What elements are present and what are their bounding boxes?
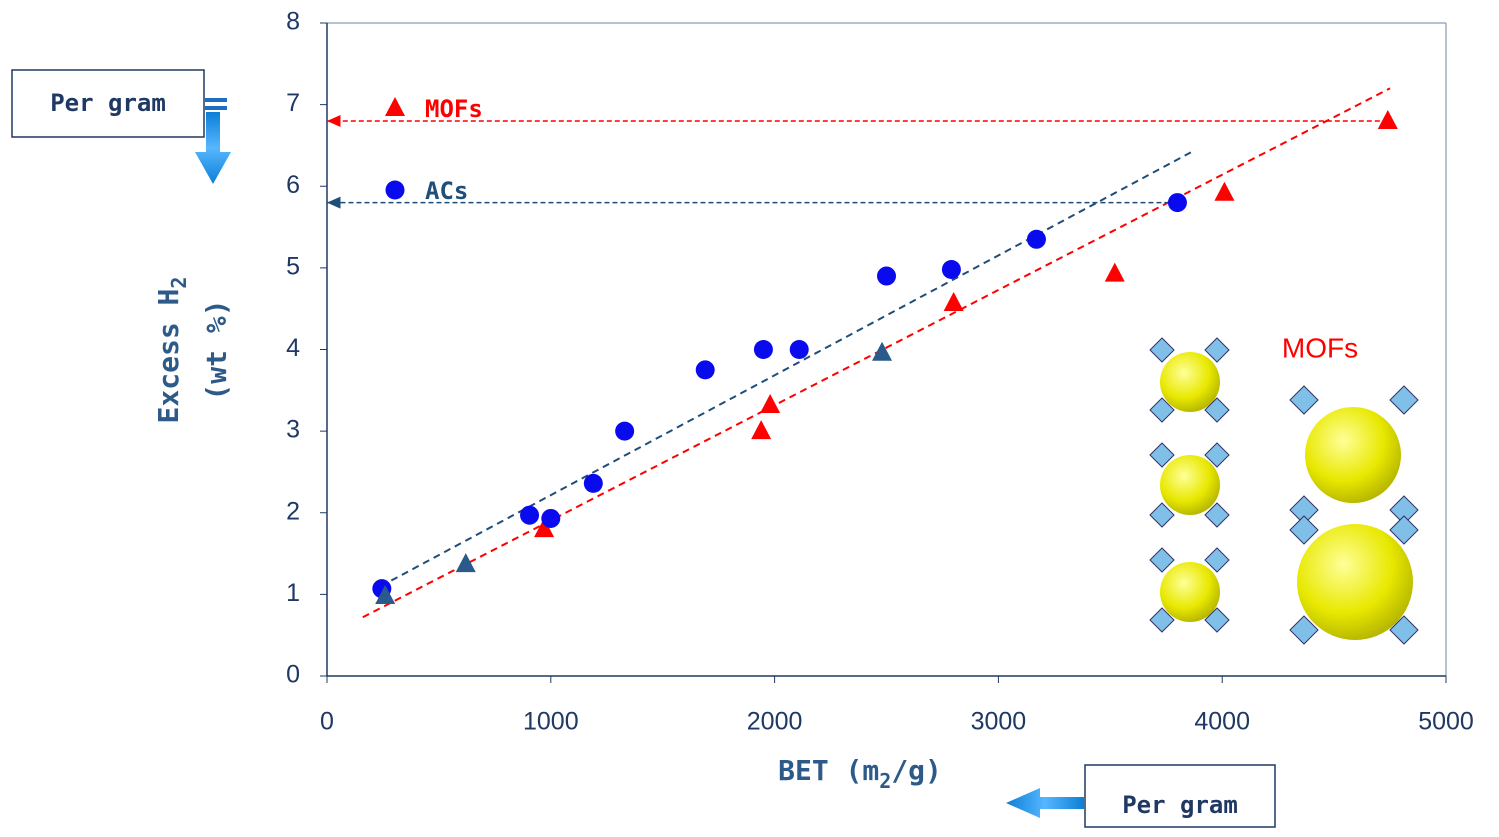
triangle-point [751, 420, 772, 440]
circle-point [1026, 229, 1046, 249]
triangle-point [1377, 109, 1398, 129]
y-tick-label: 1 [286, 579, 300, 607]
triangle-point [1104, 262, 1125, 282]
circle-point [941, 260, 961, 280]
y-tick-label: 5 [286, 252, 300, 280]
y-tick-label: 2 [286, 497, 300, 525]
x-label-sub: 2 [879, 769, 891, 793]
triangle-point [872, 341, 893, 361]
mof-structures [1149, 337, 1419, 645]
legend-marker [385, 180, 405, 200]
y-label-text: Excess H [152, 289, 185, 424]
y-tick-label: 8 [286, 8, 300, 36]
x-tick-label: 0 [320, 708, 334, 736]
triangle-point [455, 553, 476, 573]
circle-point [877, 266, 896, 286]
x-tick-label: 3000 [971, 708, 1027, 736]
arrow [1006, 788, 1084, 818]
annotation-box [1084, 764, 1276, 828]
circle-point [583, 473, 603, 493]
circle-point [615, 421, 635, 441]
circle-point [695, 360, 715, 380]
circle-point [520, 505, 540, 525]
y-tick-label: 3 [286, 416, 300, 444]
legend-item: MOFs [385, 95, 483, 123]
y-axis-label-line2: (wt %) [200, 299, 233, 400]
circle-point [753, 340, 773, 359]
annotation: Per gram [1122, 791, 1238, 819]
arrow [205, 98, 227, 110]
circle-point [1167, 193, 1187, 213]
x-tick-label: 2000 [747, 708, 803, 736]
y-tick-label: 7 [286, 89, 300, 117]
circle-point [789, 340, 809, 359]
y-label-sub: 2 [167, 277, 191, 289]
triangle-point [1214, 181, 1235, 201]
triangle-point [760, 394, 781, 414]
arrow [195, 112, 231, 184]
annotation-box [11, 69, 205, 138]
triangle-point [534, 518, 555, 538]
y-tick-label: 6 [286, 171, 300, 199]
annotation: Per gram [50, 89, 166, 117]
legend-marker [385, 97, 405, 116]
y-tick-label: 4 [286, 334, 300, 362]
y-tick-label: 0 [286, 661, 300, 689]
triangle-point [943, 291, 964, 311]
inset-label: MOFs [1282, 332, 1358, 363]
x-tick-label: 4000 [1194, 708, 1250, 736]
trendline [380, 150, 1194, 588]
x-label-text: BET (m [778, 754, 879, 787]
x-tick-label: 1000 [523, 708, 579, 736]
legend-label: ACs [425, 177, 468, 205]
triangle-point [375, 585, 396, 605]
y-axis-label: Excess H2 [152, 277, 191, 424]
circle-point [541, 508, 561, 528]
x-tick-label: 5000 [1418, 708, 1474, 736]
legend-item: ACs [385, 177, 468, 205]
x-axis-label: BET (m2/g) [778, 754, 942, 793]
legend-label: MOFs [425, 95, 483, 123]
x-label-tail: /g) [891, 754, 942, 787]
